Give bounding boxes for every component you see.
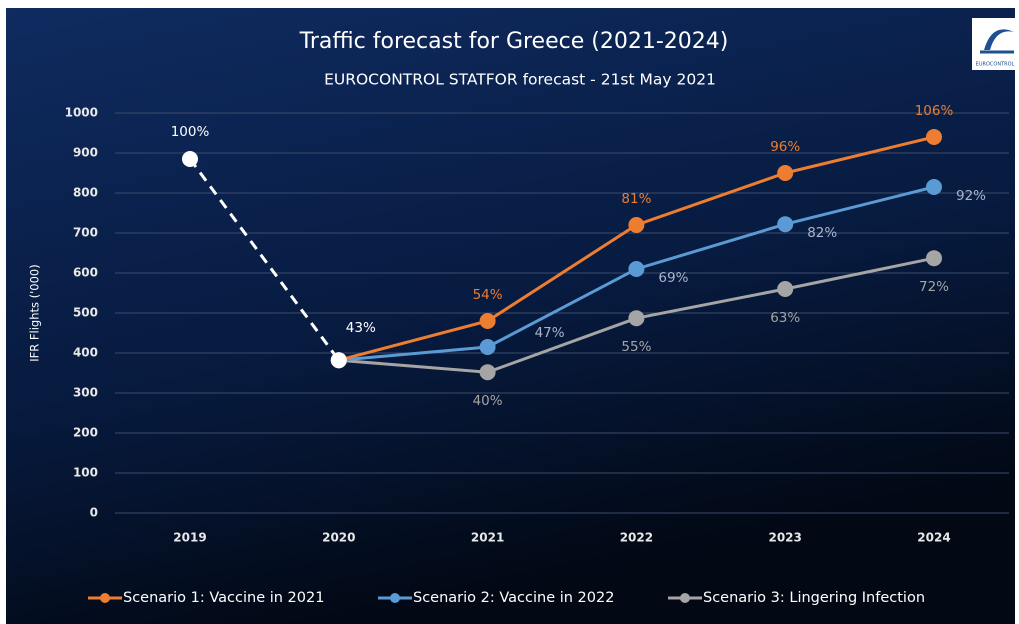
data-point	[926, 250, 942, 267]
data-point	[926, 129, 942, 145]
chart-title: Traffic forecast for Greece (2021-2024)	[299, 29, 729, 54]
data-point	[479, 364, 496, 381]
data-label: 100%	[171, 124, 210, 140]
background	[6, 8, 1015, 624]
data-point	[777, 165, 794, 181]
data-label: 96%	[770, 139, 800, 155]
data-point	[330, 352, 347, 369]
data-label: 54%	[473, 287, 503, 303]
chart-subtitle: EUROCONTROL STATFOR forecast - 21st May …	[324, 71, 716, 89]
legend-marker	[680, 593, 690, 603]
data-label: 55%	[621, 339, 651, 355]
data-point	[479, 339, 496, 355]
y-tick-label: 700	[73, 226, 98, 240]
data-point	[628, 261, 645, 277]
x-tick-label: 2024	[917, 531, 950, 545]
legend-label: Scenario 2: Vaccine in 2022	[413, 590, 614, 606]
data-point	[926, 179, 942, 195]
y-tick-label: 400	[73, 346, 98, 360]
y-tick-label: 600	[73, 266, 98, 280]
data-point	[777, 216, 794, 233]
logo-box	[972, 18, 1018, 70]
series-line	[188, 158, 341, 362]
y-tick-label: 1000	[65, 106, 98, 120]
data-label: 81%	[621, 191, 651, 207]
data-label: 92%	[956, 188, 986, 204]
x-tick-label: 2020	[322, 531, 355, 545]
x-tick-label: 2022	[620, 531, 653, 545]
data-point	[628, 217, 645, 233]
data-label: 69%	[658, 270, 688, 286]
data-label: 106%	[915, 103, 954, 119]
y-tick-label: 300	[73, 386, 98, 400]
x-tick-label: 2021	[471, 531, 504, 545]
y-tick-label: 900	[73, 146, 98, 160]
data-point	[479, 313, 496, 329]
y-tick-label: 500	[73, 306, 98, 320]
data-label: 40%	[473, 393, 503, 409]
data-label: 47%	[535, 325, 565, 341]
logo: EUROCONTROL	[972, 18, 1018, 70]
data-label: 72%	[919, 279, 949, 295]
y-axis-label: IFR Flights ('000)	[28, 264, 42, 362]
data-point	[777, 281, 794, 297]
legend-label: Scenario 1: Vaccine in 2021	[123, 590, 324, 606]
x-tick-label: 2019	[173, 531, 206, 545]
y-tick-label: 200	[73, 426, 98, 440]
legend-label: Scenario 3: Lingering Infection	[703, 590, 925, 606]
y-tick-label: 800	[73, 186, 98, 200]
logo-mark	[984, 29, 1014, 50]
y-tick-label: 0	[90, 506, 98, 520]
data-label: 82%	[807, 225, 837, 241]
logo-text: EUROCONTROL	[976, 62, 1015, 68]
data-label: 63%	[770, 310, 800, 326]
data-label: 43%	[346, 320, 376, 336]
legend-marker	[100, 593, 110, 603]
data-point	[628, 310, 645, 327]
x-tick-label: 2023	[768, 531, 801, 545]
data-point	[182, 151, 198, 167]
legend-marker	[390, 593, 400, 603]
y-tick-label: 100	[73, 466, 98, 480]
